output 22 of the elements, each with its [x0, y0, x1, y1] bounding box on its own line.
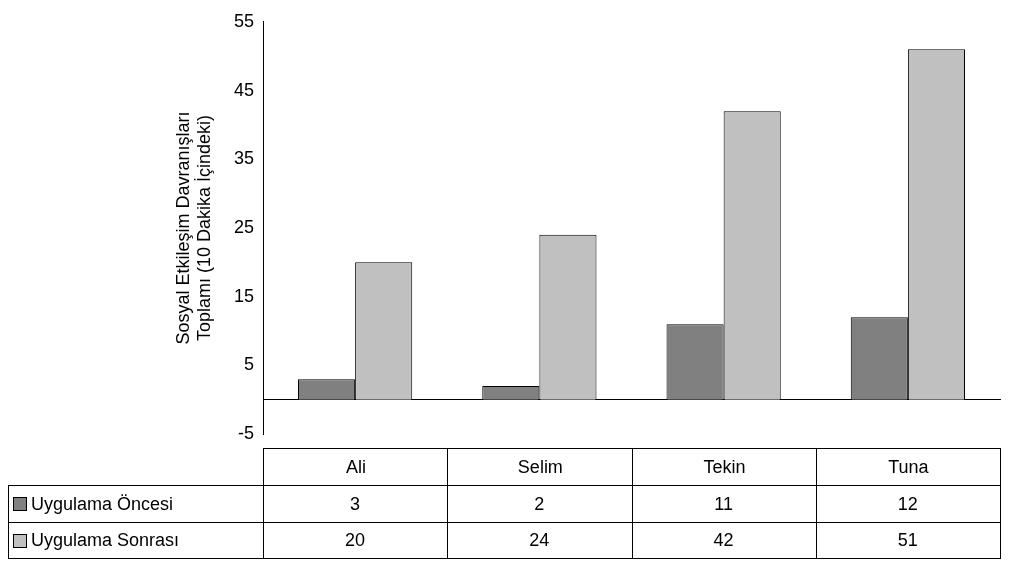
data-label: 2	[447, 485, 633, 522]
x-tick-label: Selim	[447, 448, 633, 485]
data-label: 3	[263, 485, 449, 522]
x-tick-label: Tuna	[815, 448, 1001, 485]
data-label: 20	[263, 522, 449, 559]
legend-label: Uygulama Öncesi	[31, 493, 174, 515]
y-tick-label: 5	[243, 354, 254, 375]
x-tick-label: Ali	[263, 448, 449, 485]
y-axis-title: Sosyal Etkileşim Davranışları Toplamı (10 Dakika İçindeki)	[172, 111, 215, 345]
y-tick-label: 55	[233, 10, 254, 31]
data-label: 11	[631, 485, 817, 522]
legend-label: Uygulama Sonrası	[31, 530, 180, 551]
y-tick-label: 45	[233, 79, 254, 100]
y-tick-label: 15	[233, 285, 254, 306]
y-tick-label: 25	[233, 216, 254, 237]
data-label: 42	[631, 522, 817, 559]
x-tick-label: Tekin	[631, 448, 817, 485]
data-label: 12	[815, 485, 1001, 522]
data-label: 24	[447, 522, 633, 559]
y-tick-label: -5	[237, 423, 254, 444]
y-tick-label: 35	[233, 148, 254, 169]
data-label: 51	[815, 522, 1001, 559]
